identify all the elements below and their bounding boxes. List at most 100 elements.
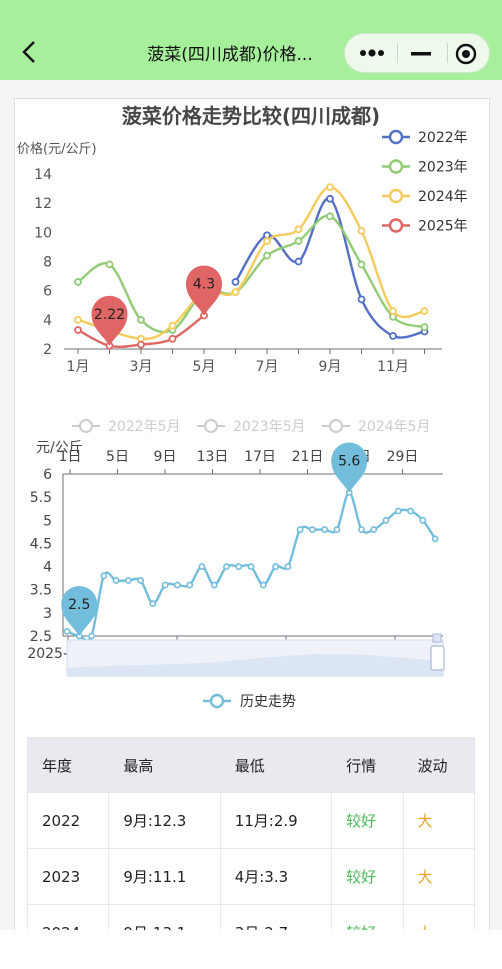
data-point [357, 260, 366, 269]
legend-label: 历史走势 [240, 694, 296, 710]
chart1-x-tick-label: 1月 [67, 359, 90, 375]
data-point [231, 288, 240, 297]
cell-min: 4月:3.3 [219, 848, 333, 905]
cell-max: 9月:12.3 [108, 792, 221, 849]
data-point [382, 516, 390, 524]
data-point [296, 526, 304, 533]
chart1-y-tick-label: 10 [34, 225, 52, 241]
zoom-preview [67, 653, 443, 676]
data-point [389, 307, 397, 315]
chart1-y-tick-label: 14 [34, 167, 52, 183]
data-point [326, 183, 334, 192]
max-min-marker-label: 2.5 [68, 597, 90, 613]
max-min-marker-label: 2.22 [94, 307, 125, 323]
data-point [394, 507, 402, 515]
more-dots-icon[interactable] [359, 47, 385, 59]
cell-trend: 较好 [331, 792, 404, 849]
data-point [105, 260, 114, 269]
chart2-period-legend: 2022年5月 2023年5月 2024年5月 [72, 419, 431, 435]
data-point [308, 526, 316, 533]
chart1-ylabel: 价格(元/公斤) [17, 141, 97, 157]
data-point [100, 572, 108, 580]
data-point [149, 600, 157, 607]
data-point [210, 581, 218, 589]
cell-volatility: 大 [402, 792, 476, 849]
max-min-marker: 4.3 [186, 265, 222, 316]
table-row: 2023 9月:11.1 4月:3.3 较好 大 [26, 848, 476, 905]
data-point [389, 331, 397, 340]
legend-label: 2024年 [418, 189, 468, 205]
data-point [74, 278, 82, 286]
header-year: 年度 [26, 737, 110, 793]
legend-marker [209, 693, 225, 709]
chart2-top-tick-label: 29日 [387, 449, 419, 465]
back-arrow-icon[interactable] [16, 38, 44, 66]
minimize-icon[interactable] [411, 51, 431, 57]
cell-max: 9月:11.1 [108, 848, 221, 905]
chart2-y-tick-label: 4 [43, 560, 52, 576]
data-point [74, 326, 82, 334]
data-point [198, 563, 206, 570]
chart2-y-tick-label: 2.5 [30, 629, 52, 645]
max-min-marker-label: 5.6 [338, 454, 360, 470]
cell-min: 11月:2.9 [219, 792, 333, 849]
table-row: 2022 9月:12.3 11月:2.9 较好 大 [26, 792, 476, 849]
data-point [124, 577, 132, 584]
data-point [294, 237, 303, 245]
legend-label: 2022年 [418, 130, 468, 146]
chart1-x-tick-label: 11月 [377, 359, 409, 375]
header-volatility: 波动 [402, 737, 476, 793]
chart2-y-tick-label: 5 [43, 513, 52, 529]
charts-canvas: 菠菜价格走势比较(四川成都) 价格(元/公斤) 2 4 6 8 10 12 14 1月 3月 5月… [17, 104, 468, 710]
legend-marker [388, 129, 404, 145]
close-target-icon[interactable] [455, 43, 477, 65]
max-min-marker-shape [186, 265, 222, 316]
chart2-top-tick-label: 17日 [244, 449, 276, 465]
chart2-top-tick-label: 1日 [59, 449, 82, 465]
data-point [88, 632, 95, 640]
max-min-marker-shape [331, 442, 368, 493]
data-point [272, 563, 279, 570]
chart2-top-tick-label: 21日 [292, 449, 324, 465]
chart1-x-tick-label: 7月 [256, 359, 279, 375]
data-point [263, 251, 271, 260]
price-summary-table: 年度 最高 最低 行情 波动 2022 9月:12.3 11月:2.9 较好 大… [26, 737, 476, 961]
data-point [357, 226, 366, 235]
chart1-x-tick-label: 9月 [319, 359, 342, 375]
data-point [168, 334, 177, 343]
cell-volatility: 大 [402, 848, 476, 905]
data-point [420, 323, 429, 332]
chart2-y-tick-label: 4.5 [30, 536, 52, 552]
data-point [326, 212, 334, 221]
chart2-y-tick-label: 3.5 [30, 583, 52, 599]
chart1-x-tick-label: 3月 [130, 359, 153, 375]
data-point [231, 278, 240, 286]
data-point [420, 307, 429, 315]
zoom-handle-top [432, 633, 442, 643]
data-point [223, 563, 230, 570]
data-point [63, 627, 71, 635]
legend-marker [388, 218, 404, 233]
navigation-bar: 菠菜(四川成都)价格... [0, 0, 502, 80]
data-point [235, 563, 243, 570]
max-min-marker: 5.6 [331, 442, 368, 493]
period-legend-label: 2022年5月 [108, 419, 181, 435]
data-point [137, 315, 145, 324]
data-point [74, 315, 82, 324]
chart1-title: 菠菜价格走势比较(四川成都) [122, 104, 380, 128]
data-zoom-slider[interactable] [66, 633, 445, 677]
chart1-y-tick-label: 12 [34, 196, 52, 212]
period-legend-label: 2023年5月 [233, 419, 306, 435]
chart2-legend[interactable]: 历史走势 [203, 693, 296, 710]
chart2-y-tick-label: 3 [43, 606, 52, 622]
data-point [247, 563, 255, 570]
data-point [370, 526, 378, 533]
max-min-marker-label: 4.3 [193, 276, 215, 292]
legend-label: 2023年 [418, 160, 468, 176]
data-point [294, 225, 303, 234]
max-min-marker-shape [61, 585, 98, 636]
max-min-marker: 2.22 [91, 295, 128, 346]
header-min: 最低 [219, 737, 333, 793]
data-point [259, 581, 267, 589]
period-legend-marker [329, 419, 343, 433]
